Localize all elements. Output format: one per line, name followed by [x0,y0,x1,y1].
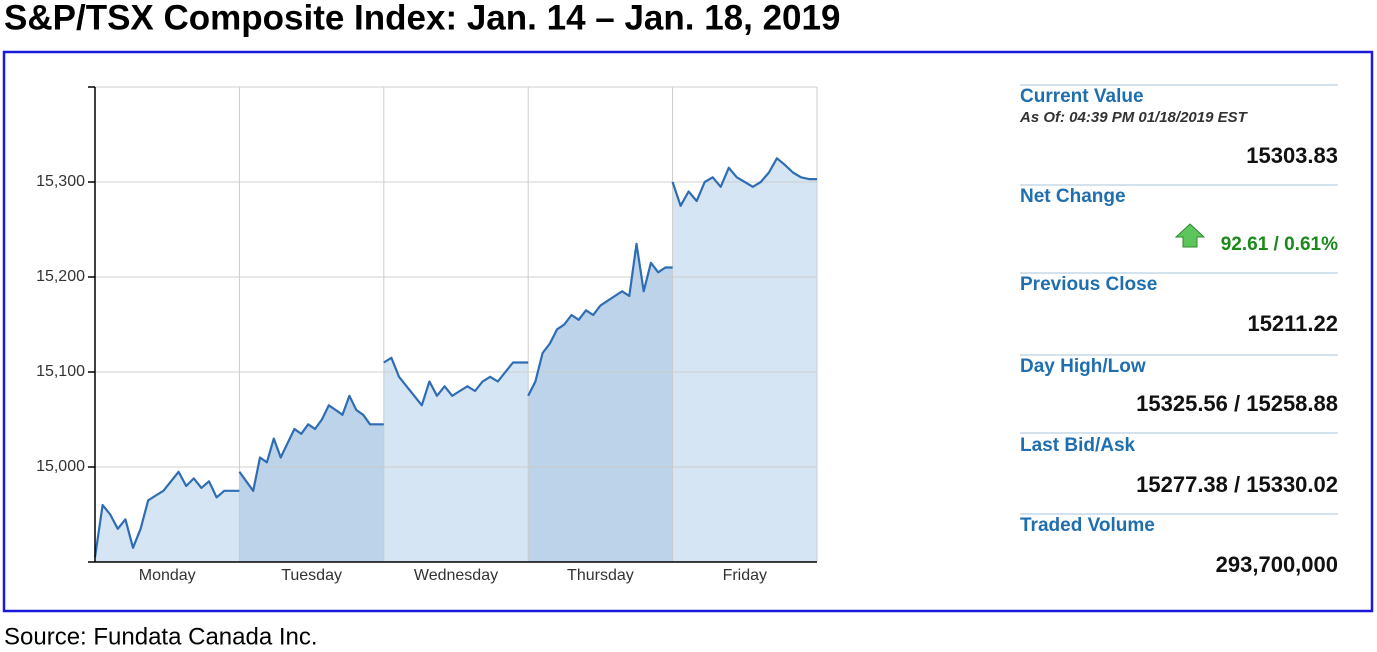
panel-label: Day High/Low [1020,356,1146,377]
panel-label: Last Bid/Ask [1020,435,1136,456]
up-arrow-icon [1174,223,1206,248]
area [528,243,673,563]
panel-label: Previous Close [1020,274,1157,295]
x-tick-label: Friday [723,567,767,584]
line [527,242,673,397]
y-tick-label: 15,100 [36,363,85,380]
panel-value: 15325.56 / 15258.88 [1136,391,1338,416]
line [238,394,384,492]
x-tick-label: Monday [139,567,196,584]
page-title: S&P/TSX Composite Index: Jan. 14 – Jan. … [4,0,840,37]
panel-label: Net Change [1020,186,1126,207]
panel-value: 293,700,000 [1216,552,1338,577]
source: Source: Fundata Canada Inc. [4,623,318,650]
panel-value: 15277.38 / 15330.02 [1136,472,1338,497]
panel-value: 15211.22 [1247,311,1338,336]
x-tick-label: Wednesday [414,567,498,584]
line [383,356,529,407]
panel-value: 92.61 / 0.61% [1221,234,1338,255]
area [239,395,384,562]
y-tick-label: 15,300 [36,173,85,190]
y-tick-label: 15,000 [36,458,85,475]
area [95,471,240,562]
area [672,158,817,563]
area [383,357,529,562]
panel-value: 15303.83 [1246,143,1338,168]
panel-note: As Of: 04:39 PM 01/18/2019 EST [1019,109,1249,126]
frame [2,50,1374,613]
panel-label: Current Value [1020,86,1144,107]
x-tick-label: Tuesday [281,567,342,584]
line [671,157,817,207]
panel-label: Traded Volume [1020,515,1155,536]
y-tick-label: 15,200 [36,268,85,285]
line [93,470,240,558]
x-tick-label: Thursday [567,567,634,584]
